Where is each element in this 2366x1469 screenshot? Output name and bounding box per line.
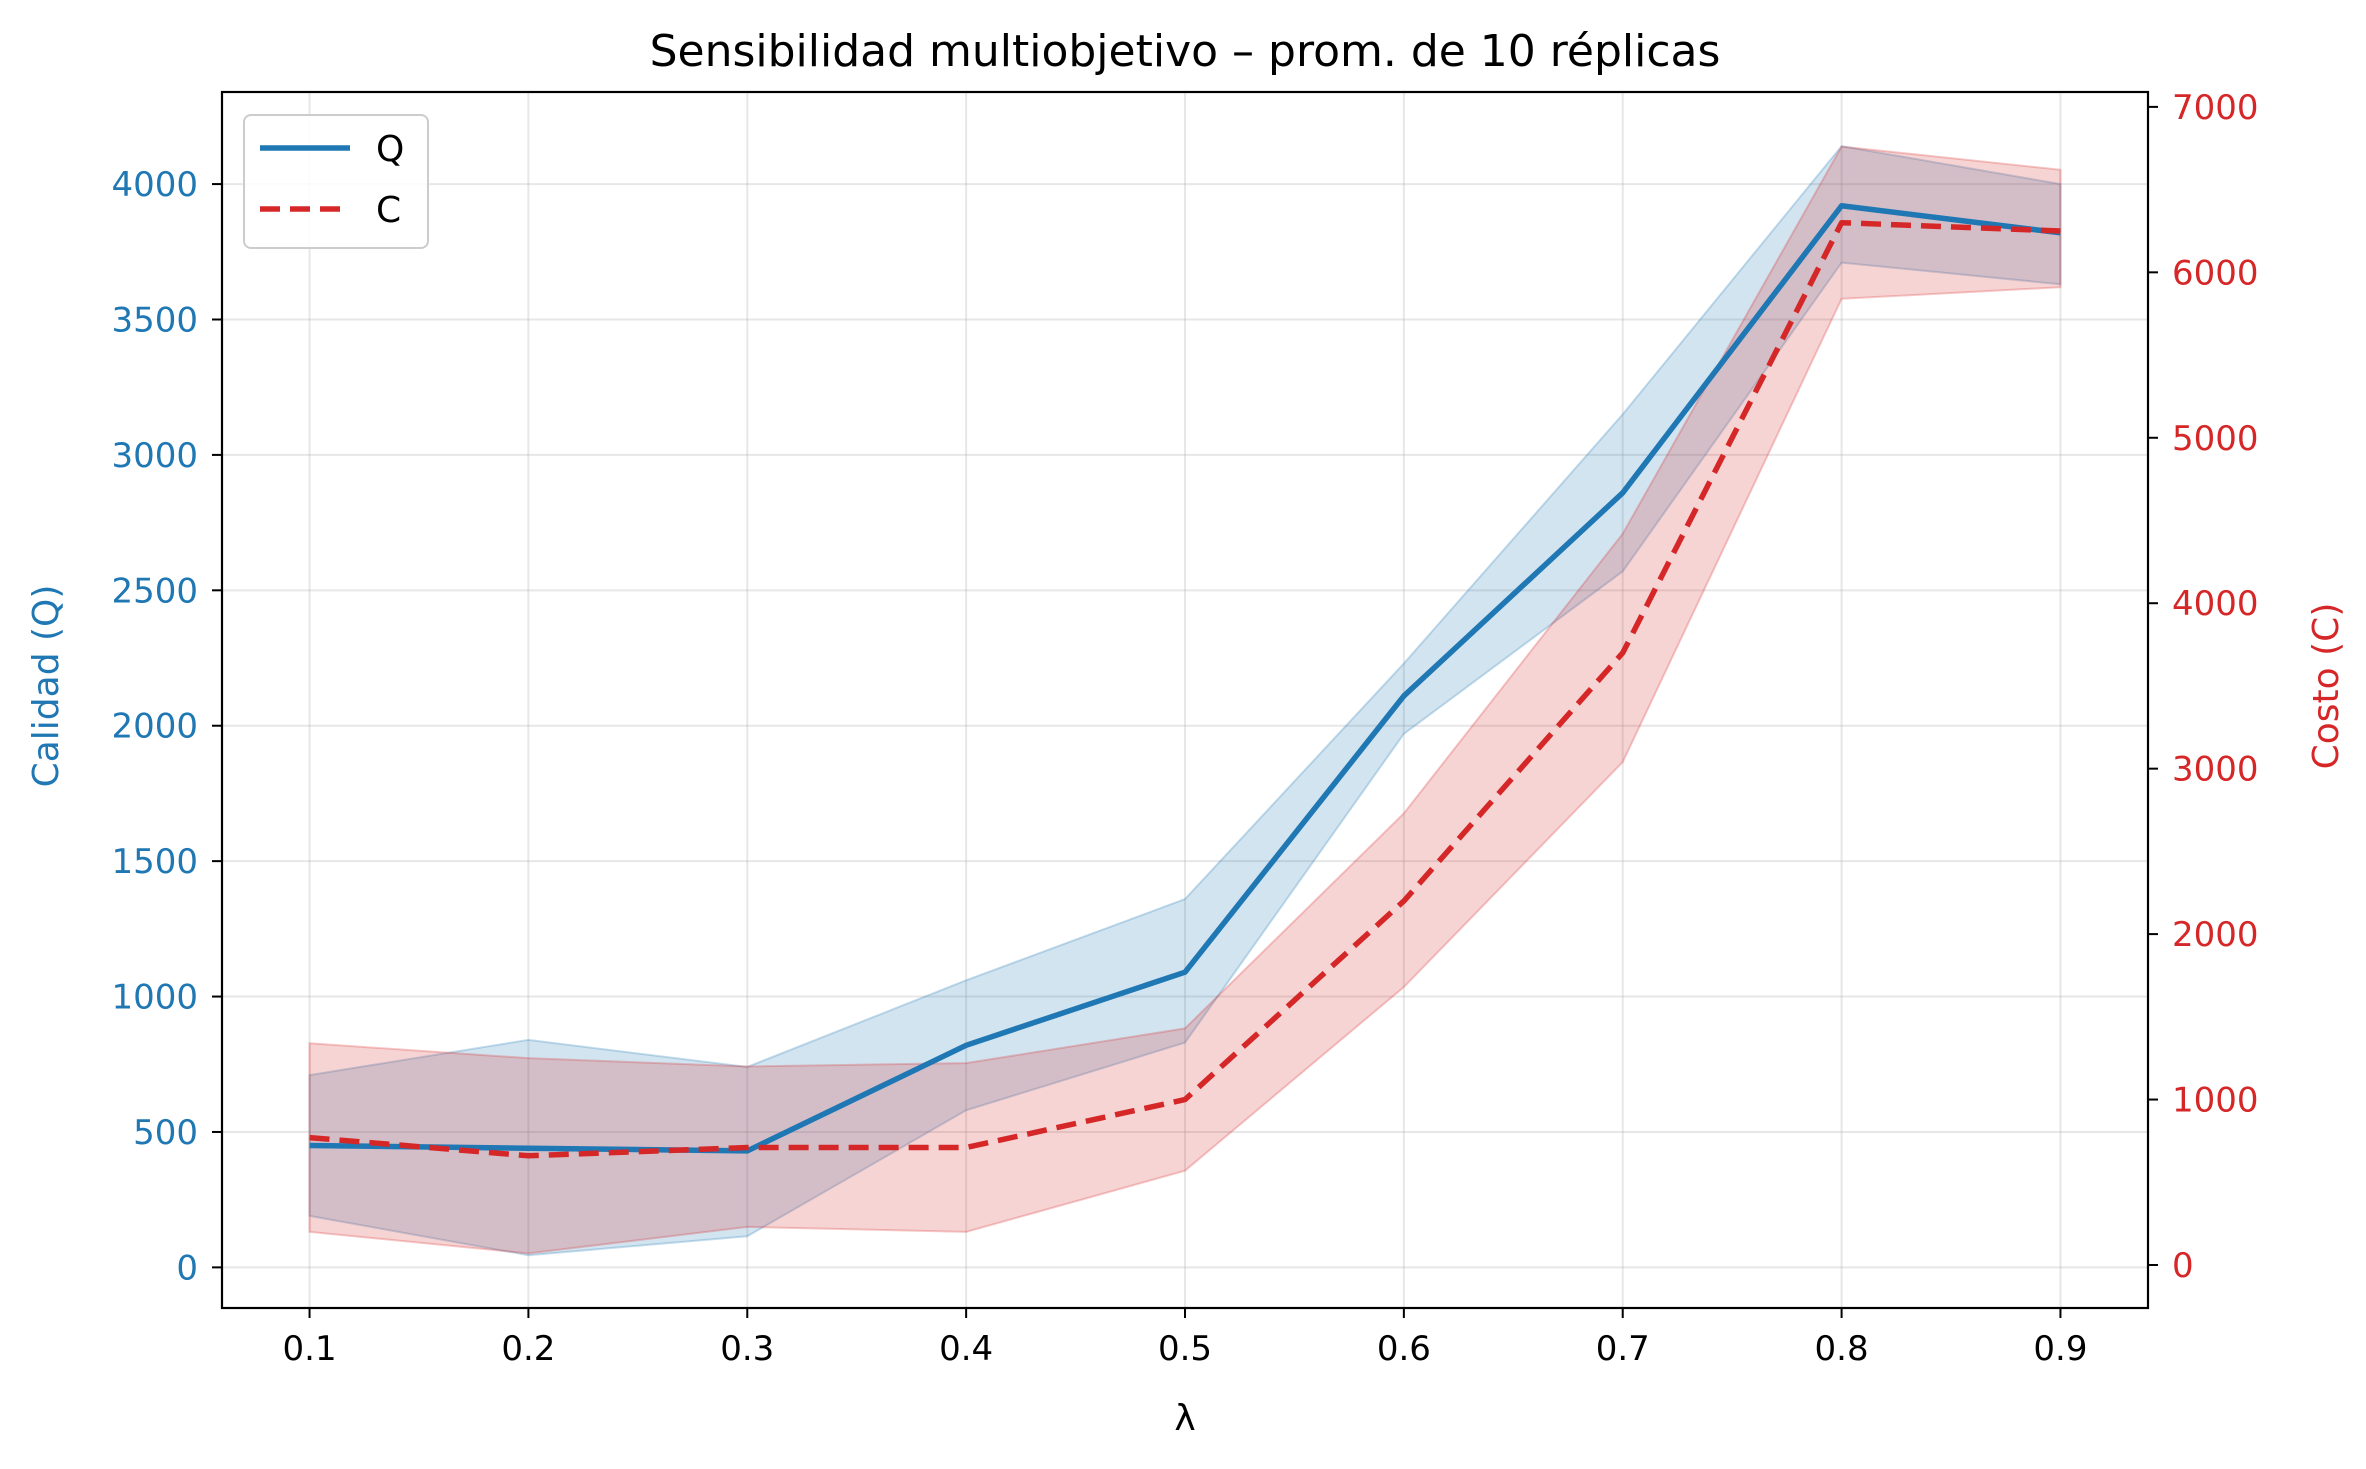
right-y-tick-label: 4000 bbox=[2172, 584, 2259, 624]
left-y-tick-label: 2500 bbox=[111, 571, 198, 611]
right-y-tick-label: 6000 bbox=[2172, 253, 2259, 293]
legend-label-q: Q bbox=[376, 129, 404, 170]
x-tick-label: 0.3 bbox=[720, 1329, 774, 1369]
left-y-tick-label: 3000 bbox=[111, 436, 198, 476]
x-tick-label: 0.7 bbox=[1596, 1329, 1650, 1369]
left-y-tick-label: 3500 bbox=[111, 300, 198, 340]
x-tick-label: 0.4 bbox=[939, 1329, 993, 1369]
right-axis-label: Costo (C) bbox=[2306, 603, 2347, 770]
x-tick-label: 0.6 bbox=[1377, 1329, 1431, 1369]
right-y-tick-label: 3000 bbox=[2172, 750, 2259, 790]
right-y-tick-label: 1000 bbox=[2172, 1081, 2259, 1121]
left-y-tick-label: 500 bbox=[133, 1113, 198, 1153]
x-tick-label: 0.9 bbox=[2033, 1329, 2087, 1369]
x-tick-label: 0.8 bbox=[1815, 1329, 1869, 1369]
x-tick-label: 0.1 bbox=[283, 1329, 337, 1369]
chart-title: Sensibilidad multiobjetivo – prom. de 10… bbox=[650, 26, 1721, 77]
left-y-tick-label: 2000 bbox=[111, 707, 198, 747]
x-axis-label: λ bbox=[1174, 1398, 1195, 1439]
left-y-tick-label: 0 bbox=[176, 1248, 198, 1288]
left-axis-label: Calidad (Q) bbox=[26, 585, 67, 788]
left-y-tick-label: 4000 bbox=[111, 165, 198, 205]
x-tick-label: 0.5 bbox=[1158, 1329, 1212, 1369]
left-y-tick-label: 1000 bbox=[111, 978, 198, 1018]
left-y-tick-label: 1500 bbox=[111, 842, 198, 882]
legend-label-c: C bbox=[376, 190, 401, 231]
x-tick-label: 0.2 bbox=[501, 1329, 555, 1369]
legend: Q C bbox=[244, 115, 428, 248]
right-y-tick-label: 5000 bbox=[2172, 419, 2259, 459]
right-y-tick-label: 2000 bbox=[2172, 915, 2259, 955]
right-y-tick-label: 7000 bbox=[2172, 88, 2259, 128]
right-y-tick-label: 0 bbox=[2172, 1246, 2194, 1286]
